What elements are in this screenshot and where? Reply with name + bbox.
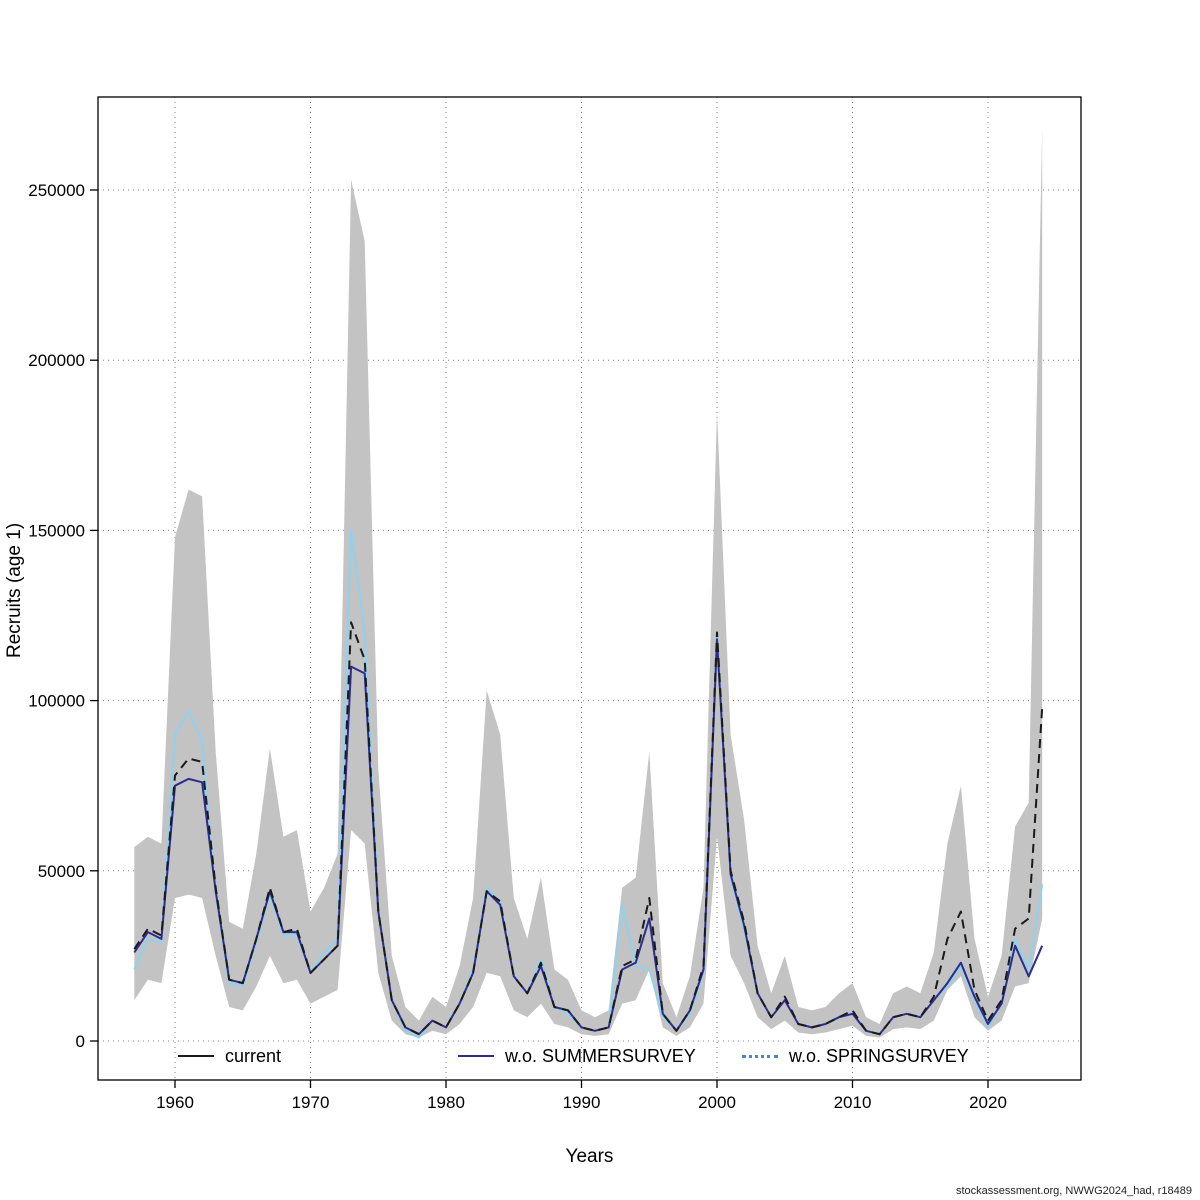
legend-label-wo-springsurvey: w.o. SPRINGSURVEY (789, 1045, 969, 1066)
x-tick-label: 2020 (969, 1093, 1007, 1112)
source-attribution: stockassessment.org, NWWG2024_had, r1848… (955, 1185, 1192, 1197)
legend-line-wo-summersurvey-icon (458, 1055, 494, 1057)
x-tick-label: 2010 (834, 1093, 872, 1112)
y-tick-label: 0 (76, 1032, 85, 1051)
confidence-band (134, 128, 1043, 1038)
x-tick-label: 1980 (427, 1093, 465, 1112)
legend-label-wo-summersurvey: w.o. SUMMERSURVEY (505, 1045, 696, 1066)
y-tick-label: 200000 (28, 351, 85, 370)
legend-item-current: current (178, 1044, 281, 1068)
legend-item-wo-summersurvey: w.o. SUMMERSURVEY (458, 1044, 696, 1068)
y-tick-label: 100000 (28, 692, 85, 711)
legend-label-current: current (225, 1045, 282, 1066)
series-line-current (133, 621, 1044, 1036)
legend-line-wo-springsurvey-icon (742, 1054, 778, 1058)
x-tick-label: 1960 (156, 1093, 194, 1112)
plot-border (97, 96, 1082, 1081)
y-tick-label: 50000 (38, 862, 85, 881)
x-axis-label: Years (565, 1146, 614, 1167)
axis-ticks: 1960 1970 1980 1990 2000 2010 2020 0 50000 100000… (28, 181, 1007, 1112)
y-tick-label: 250000 (28, 181, 85, 200)
x-tick-label: 1990 (563, 1093, 601, 1112)
x-tick-label: 1970 (292, 1093, 330, 1112)
legend-line-current-icon (178, 1055, 214, 1057)
y-axis-label: Recruits (age 1) (4, 522, 25, 658)
y-tick-label: 150000 (28, 521, 85, 540)
x-tick-label: 2000 (698, 1093, 736, 1112)
legend-item-wo-springsurvey: w.o. SPRINGSURVEY (742, 1044, 969, 1068)
